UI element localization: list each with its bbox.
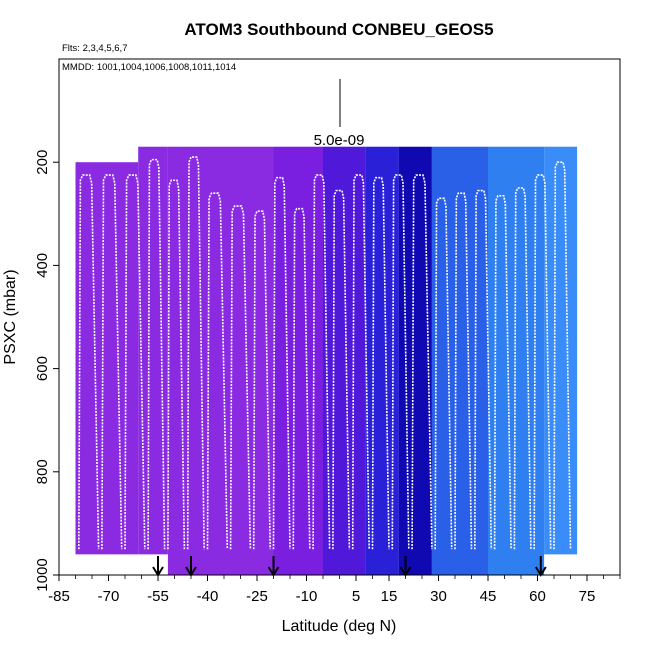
curtain-section-1 xyxy=(138,146,168,555)
x-axis-label: Latitude (deg N) xyxy=(282,618,397,635)
scale-label: 5.0e-09 xyxy=(314,132,365,149)
y-tick-label-4: 1000 xyxy=(34,558,51,591)
y-tick-label-1: 400 xyxy=(34,253,51,278)
profile-10 xyxy=(292,207,311,550)
x-tick-label-1: -70 xyxy=(98,588,120,605)
profile-3 xyxy=(147,158,166,550)
chart-subtitle: Flts: 2,3,4,5,6,7 xyxy=(62,43,127,54)
profile-19 xyxy=(474,189,493,550)
profile-lines xyxy=(78,156,572,550)
x-tick-label-10: 60 xyxy=(529,588,546,605)
curtain-section-3 xyxy=(273,146,323,575)
x-tick-label-6: 5 xyxy=(352,588,360,605)
curtain-section-5 xyxy=(365,146,399,575)
profile-16 xyxy=(411,174,433,550)
arrow-marker-0 xyxy=(152,556,164,577)
profile-18 xyxy=(454,192,473,550)
x-tick-label-0: -85 xyxy=(48,588,70,605)
date-annotation: MMDD: 1001,1004,1006,1008,1011,1014 xyxy=(62,62,236,73)
profile-22 xyxy=(533,174,552,550)
profile-1 xyxy=(101,174,123,550)
x-tick-label-5: -10 xyxy=(296,588,318,605)
profile-23 xyxy=(553,161,572,550)
y-axis-label: PSXC (mbar) xyxy=(2,269,19,364)
x-tick-label-3: -40 xyxy=(197,588,219,605)
y-tick-label-3: 800 xyxy=(34,459,51,484)
profile-17 xyxy=(434,197,453,550)
profile-11 xyxy=(312,174,331,550)
profile-14 xyxy=(371,176,390,550)
x-tick-label-2: -55 xyxy=(147,588,169,605)
profile-2 xyxy=(124,174,146,550)
curtain-section-4 xyxy=(323,146,366,575)
y-axis: 200 400 600 800 1000 xyxy=(34,150,59,592)
x-tick-label-9: 45 xyxy=(480,588,497,605)
profile-4 xyxy=(167,179,186,550)
y-tick-label-0: 200 xyxy=(34,150,51,175)
profile-7 xyxy=(229,205,252,550)
profile-0 xyxy=(78,174,100,550)
profile-12 xyxy=(332,189,351,550)
x-tick-label-8: 30 xyxy=(430,588,447,605)
profile-20 xyxy=(493,194,512,550)
x-tick-label-11: 75 xyxy=(579,588,596,605)
profile-6 xyxy=(206,192,229,550)
profile-15 xyxy=(391,174,410,550)
curtain xyxy=(75,146,578,575)
profile-8 xyxy=(252,210,271,550)
x-tick-label-7: 15 xyxy=(381,588,398,605)
chart-title: ATOM3 Southbound CONBEU_GEOS5 xyxy=(184,20,493,39)
x-tick-label-4: -25 xyxy=(246,588,268,605)
profile-13 xyxy=(351,174,370,550)
profile-9 xyxy=(272,176,291,550)
profile-5 xyxy=(186,156,205,550)
curtain-section-0 xyxy=(75,162,139,555)
y-tick-label-2: 600 xyxy=(34,356,51,381)
x-axis: -85 -70 -55 -40 -25 -10 5 15 30 45 60 75 xyxy=(48,575,621,605)
curtain-section-6 xyxy=(398,146,432,575)
curtain-section-7 xyxy=(431,146,488,575)
curtain-section-8 xyxy=(488,146,545,575)
